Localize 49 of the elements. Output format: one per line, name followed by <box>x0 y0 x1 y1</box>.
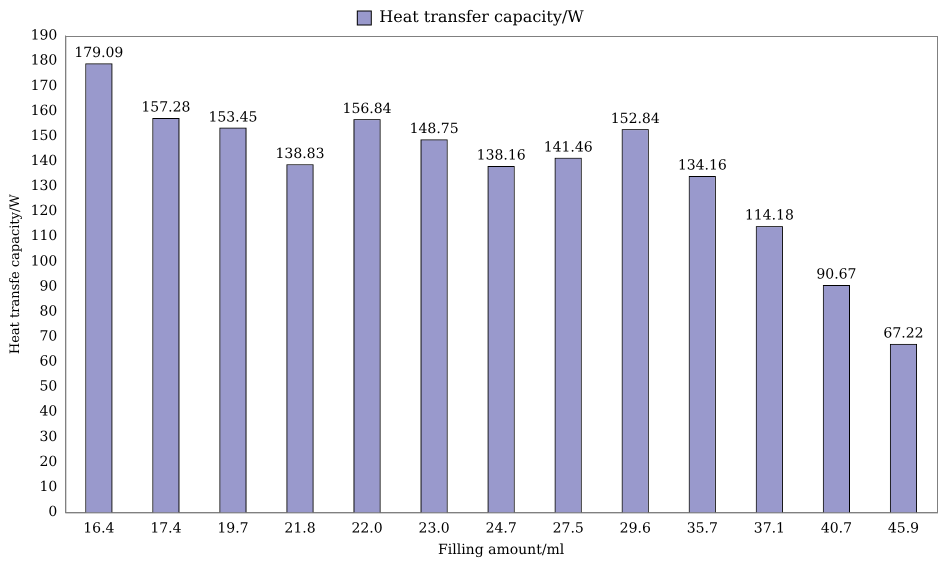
y-tick-label: 80 <box>39 303 58 320</box>
y-tick-label: 100 <box>30 253 58 270</box>
x-tick-label: 21.8 <box>284 520 316 536</box>
data-label: 114.18 <box>744 208 794 224</box>
x-tick-label: 23.0 <box>418 520 450 536</box>
data-label: 138.83 <box>276 146 325 162</box>
y-tick-label: 130 <box>30 178 58 194</box>
x-tick-label: 16.4 <box>83 520 115 536</box>
x-tick-label: 40.7 <box>820 520 852 536</box>
legend-label: Heat transfer capacity/W <box>379 7 584 26</box>
y-tick-label: 120 <box>30 203 58 220</box>
data-label: 90.67 <box>816 266 856 283</box>
data-label: 156.84 <box>342 100 392 117</box>
y-tick-label: 40 <box>39 404 58 420</box>
x-tick-label: 19.7 <box>217 520 249 536</box>
x-tick-label: 24.7 <box>486 520 517 536</box>
data-label: 138.16 <box>476 148 526 164</box>
x-tick-label: 29.6 <box>620 520 651 536</box>
y-tick-label: 110 <box>30 228 58 244</box>
x-tick-label: 45.9 <box>888 520 920 536</box>
y-tick-label: 170 <box>30 78 58 94</box>
y-tick-label: 140 <box>30 153 58 170</box>
x-tick-label: 27.5 <box>552 520 584 536</box>
y-tick-label: 150 <box>30 128 58 144</box>
data-label: 153.45 <box>208 109 258 126</box>
x-tick-label: 22.0 <box>351 520 383 536</box>
x-tick-label: 17.4 <box>150 520 182 536</box>
x-tick-label: 35.7 <box>686 520 718 536</box>
y-axis-title: Heat transfe capacity/W <box>8 194 24 354</box>
data-label: 152.84 <box>610 110 660 127</box>
y-tick-label: 190 <box>30 28 58 44</box>
data-label: 179.09 <box>74 44 124 61</box>
x-axis-title: Filling amount/ml <box>438 542 565 558</box>
y-tick-label: 20 <box>39 454 58 470</box>
y-tick-label: 70 <box>39 328 58 345</box>
data-label: 134.16 <box>678 158 727 174</box>
data-label: 141.46 <box>544 139 593 156</box>
y-tick-label: 10 <box>39 478 58 495</box>
y-tick-label: 90 <box>39 278 58 294</box>
y-tick-label: 160 <box>30 102 58 119</box>
y-tick-label: 50 <box>39 378 58 395</box>
y-tick-label: 30 <box>39 428 58 445</box>
y-tick-label: 0 <box>48 504 58 520</box>
y-tick-label: 180 <box>30 52 58 69</box>
y-tick-label: 60 <box>39 354 58 370</box>
data-label: 157.28 <box>141 100 190 116</box>
data-label: 67.22 <box>883 325 924 342</box>
x-tick-label: 37.1 <box>754 520 785 536</box>
data-label: 148.75 <box>410 121 459 138</box>
